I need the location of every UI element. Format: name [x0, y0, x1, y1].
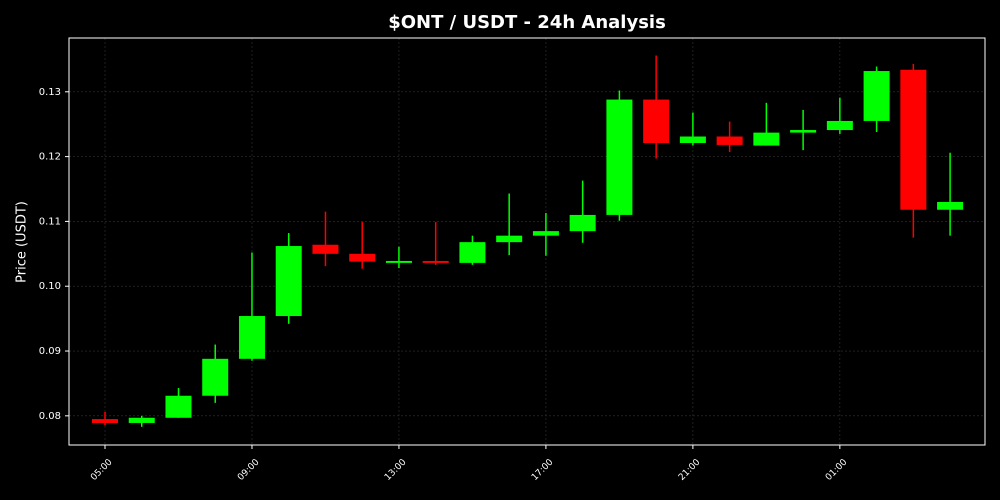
candle-body [92, 419, 118, 423]
candle-body [349, 253, 376, 262]
candle-body [937, 201, 964, 210]
candle-body [459, 242, 486, 263]
candle-body [569, 214, 596, 232]
y-tick-label: 0.12 [39, 152, 61, 163]
candle-body [863, 71, 890, 121]
candle-body [496, 235, 523, 243]
candle-body [716, 136, 743, 145]
candle-body [679, 136, 706, 143]
y-tick-label: 0.09 [39, 346, 61, 357]
candle-body [385, 260, 412, 263]
chart-title: $ONT / USDT - 24h Analysis [388, 12, 666, 33]
candle-body [826, 120, 853, 131]
y-tick-label: 0.13 [39, 87, 61, 98]
plot-frame [68, 37, 986, 446]
y-tick-label: 0.11 [39, 216, 61, 227]
candle-body [422, 260, 449, 263]
y-tick-label: 0.10 [39, 281, 61, 292]
candle-body [202, 358, 229, 396]
candle-body [606, 99, 633, 215]
candle-body [165, 395, 192, 418]
candle-body [643, 99, 670, 143]
candle-body [238, 316, 265, 359]
candle-body [753, 132, 780, 146]
candle-body [312, 244, 339, 254]
candle-body [275, 246, 302, 317]
candle-body [532, 231, 559, 236]
candle-body [790, 130, 817, 133]
y-tick-label: 0.08 [39, 411, 61, 422]
candle-body [900, 69, 927, 210]
y-axis-label: Price (USDT) [15, 201, 30, 283]
candle-body [128, 417, 155, 423]
